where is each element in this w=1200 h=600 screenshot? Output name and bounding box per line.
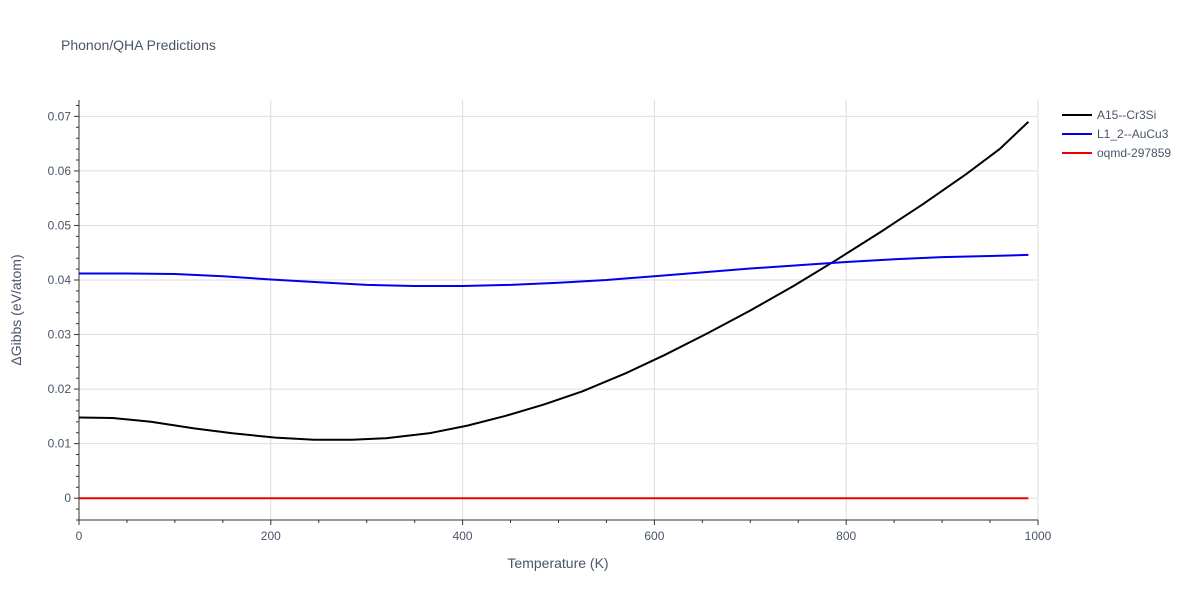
x-tick-label: 400 bbox=[453, 529, 473, 543]
x-tick-label: 200 bbox=[261, 529, 281, 543]
x-tick-label: 1000 bbox=[1025, 529, 1052, 543]
x-tick-label: 0 bbox=[76, 529, 83, 543]
y-tick-label: 0.02 bbox=[48, 382, 72, 396]
chart-title: Phonon/QHA Predictions bbox=[61, 37, 216, 53]
y-tick-label: 0.04 bbox=[48, 273, 72, 287]
legend-label: L1_2--AuCu3 bbox=[1097, 127, 1169, 141]
x-tick-label: 800 bbox=[836, 529, 856, 543]
y-tick-label: 0 bbox=[64, 491, 71, 505]
y-axis-title: ΔGibbs (eV/atom) bbox=[8, 254, 24, 365]
legend-label: oqmd-297859 bbox=[1097, 146, 1171, 160]
y-tick-label: 0.06 bbox=[48, 164, 72, 178]
y-tick-label: 0.03 bbox=[48, 328, 72, 342]
legend: A15--Cr3Si L1_2--AuCu3 oqmd-297859 bbox=[1062, 108, 1171, 160]
grid bbox=[79, 100, 1039, 520]
axes: 0 200 400 600 800 1000 0 0.01 0.02 0.03 0.04 0.05 0.… bbox=[48, 100, 1052, 543]
plot-area bbox=[78, 121, 1030, 500]
legend-label: A15--Cr3Si bbox=[1097, 108, 1156, 122]
series-line bbox=[79, 253, 1029, 287]
x-axis-title: Temperature (K) bbox=[507, 555, 608, 571]
series-line bbox=[78, 121, 1030, 441]
y-tick-label: 0.05 bbox=[48, 218, 72, 232]
x-tick-label: 600 bbox=[644, 529, 664, 543]
y-tick-label: 0.01 bbox=[48, 437, 72, 451]
y-tick-label: 0.07 bbox=[48, 109, 72, 123]
